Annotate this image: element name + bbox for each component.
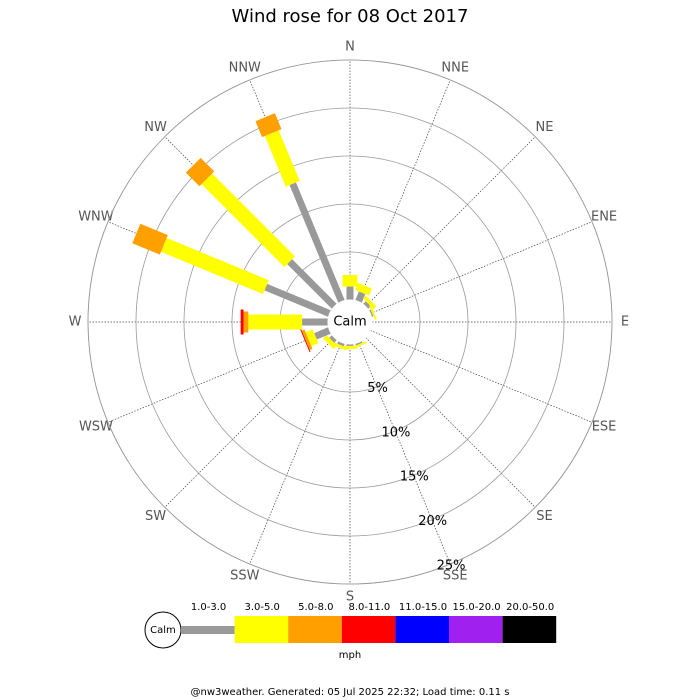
legend-label: 20.0-50.0 xyxy=(506,602,554,613)
bar-segment xyxy=(248,314,303,330)
direction-label: W xyxy=(69,315,82,330)
bar-segment xyxy=(355,340,363,346)
direction-label: SE xyxy=(536,509,552,524)
legend-swatch xyxy=(449,616,503,643)
direction-bar xyxy=(362,295,377,310)
direction-bar xyxy=(355,282,372,304)
legend-swatch xyxy=(288,616,342,643)
direction-label: NNW xyxy=(229,60,261,75)
spoke xyxy=(249,342,342,565)
legend-label: 8.0-11.0 xyxy=(349,602,391,613)
bar-segment xyxy=(185,157,215,187)
direction-label: S xyxy=(346,590,354,605)
spoke xyxy=(107,330,330,423)
direction-bar xyxy=(240,309,329,335)
direction-bar xyxy=(185,157,337,309)
calm-label: Calm xyxy=(333,315,366,330)
bar-segment xyxy=(342,345,358,349)
bar-segment xyxy=(337,340,345,347)
bar-segment xyxy=(243,311,249,333)
ring xyxy=(231,203,469,441)
unit-label: mph xyxy=(339,650,361,661)
bar-segment xyxy=(329,335,337,343)
spoke xyxy=(365,337,536,508)
bar-segment xyxy=(255,113,282,138)
direction-label: SW xyxy=(145,509,166,524)
bar-segment xyxy=(160,237,269,295)
bar-segment xyxy=(264,283,332,317)
direction-bar xyxy=(342,344,358,349)
bar-segment xyxy=(301,329,313,351)
bar-segment xyxy=(300,328,311,353)
spoke xyxy=(370,221,593,314)
spoke xyxy=(358,342,451,565)
ring-label: 10% xyxy=(381,425,410,440)
bar-segment xyxy=(342,275,358,287)
bar-segment xyxy=(355,282,372,296)
direction-bar xyxy=(342,275,358,300)
direction-label: ESE xyxy=(592,420,617,435)
direction-label: E xyxy=(621,315,629,330)
bar-segment xyxy=(302,318,329,326)
footer: @nw3weather. Generated: 05 Jul 2025 22:3… xyxy=(190,687,509,698)
bar-segment xyxy=(346,286,354,300)
legend-swatch xyxy=(502,616,557,643)
ring-label: 15% xyxy=(400,470,429,485)
direction-label: WNW xyxy=(78,209,114,224)
legend-label: 1.0-3.0 xyxy=(191,602,226,613)
legend-label: 3.0-5.0 xyxy=(244,602,279,613)
direction-bar xyxy=(368,305,377,320)
direction-label: N xyxy=(345,40,355,55)
legend-swatch xyxy=(234,616,289,643)
direction-bar xyxy=(255,113,345,304)
legend-swatch xyxy=(395,616,449,643)
ring xyxy=(183,155,517,489)
bar-segment xyxy=(323,334,338,349)
legend-label: 15.0-20.0 xyxy=(453,602,501,613)
bar-segment xyxy=(368,309,374,317)
calm-circle xyxy=(327,299,373,345)
bar-segment xyxy=(132,223,168,255)
direction-label: NW xyxy=(144,120,167,135)
bar-segment xyxy=(346,344,354,346)
ring-label: 5% xyxy=(367,381,388,396)
ring xyxy=(87,59,613,585)
legend-label: 11.0-15.0 xyxy=(399,602,447,613)
bar-segment xyxy=(355,291,366,304)
direction-label: SSE xyxy=(443,569,468,584)
bar-segment xyxy=(314,327,332,340)
chart-title: Wind rose for 08 Oct 2017 xyxy=(232,6,469,27)
bar-segment xyxy=(332,342,348,351)
bar-segment xyxy=(362,295,377,310)
direction-label: NE xyxy=(535,120,553,135)
spoke xyxy=(358,79,451,302)
bar-segment xyxy=(201,173,295,267)
spoke xyxy=(164,337,335,508)
direction-label: ENE xyxy=(591,209,617,224)
bar-segment xyxy=(369,305,377,320)
ring-label: 25% xyxy=(437,558,466,573)
spoke xyxy=(365,136,536,307)
legend-calm-label: Calm xyxy=(150,625,176,636)
direction-label: SSW xyxy=(230,569,260,584)
direction-label: WSW xyxy=(79,420,113,435)
direction-bar xyxy=(332,340,348,351)
direction-bar xyxy=(323,334,338,349)
bar-segment xyxy=(363,301,371,309)
ring xyxy=(135,107,565,537)
bar-segment xyxy=(287,259,337,309)
bar-segment xyxy=(264,130,300,187)
direction-bar xyxy=(300,327,332,353)
spoke xyxy=(370,330,593,423)
bar-segment xyxy=(240,309,244,335)
direction-bar xyxy=(132,223,332,317)
bar-segment xyxy=(289,182,345,304)
direction-label: NNE xyxy=(441,60,469,75)
bar-segment xyxy=(305,329,319,347)
ring-label: 20% xyxy=(418,514,447,529)
legend-label: 5.0-8.0 xyxy=(298,602,333,613)
legend-swatch xyxy=(341,616,396,643)
legend-swatch xyxy=(181,626,235,634)
